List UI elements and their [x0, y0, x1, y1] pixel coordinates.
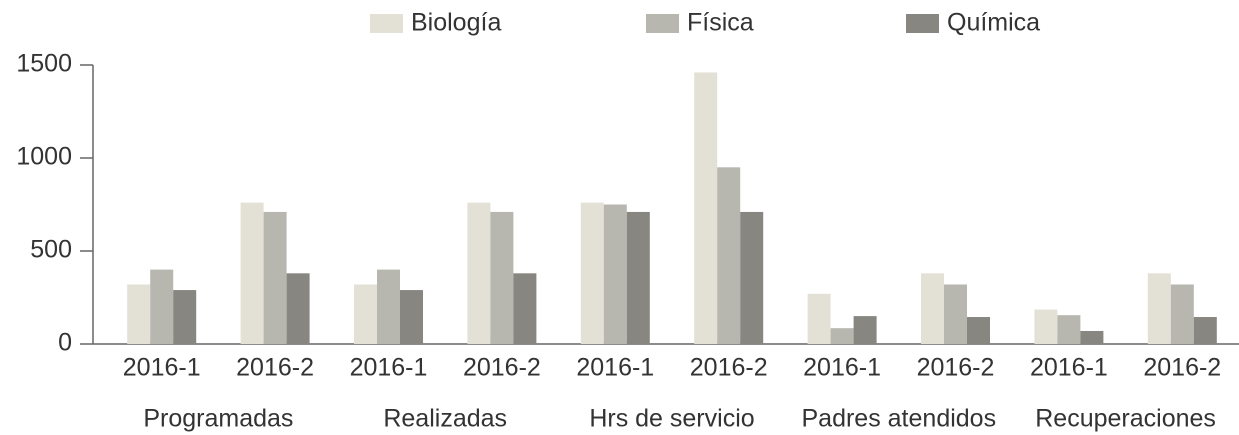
bar: [807, 293, 831, 344]
x-tick-label: 2016-2: [236, 354, 314, 382]
bar: [580, 202, 604, 344]
bar: [853, 316, 877, 344]
bar: [467, 202, 491, 344]
bar: [740, 211, 764, 344]
y-tick-label: 500: [30, 236, 72, 264]
bar: [967, 317, 990, 344]
bar: [150, 269, 174, 344]
bar: [1147, 273, 1171, 344]
x-tick-label: 2016-1: [350, 354, 428, 382]
bar: [354, 284, 377, 344]
bar: [127, 284, 151, 344]
bar: [286, 273, 310, 344]
bar: [377, 269, 400, 344]
legend-label: Química: [947, 9, 1040, 37]
legend-label: Biología: [411, 9, 501, 37]
x-tick-label: 2016-2: [463, 354, 541, 382]
group-label: Programadas: [143, 405, 293, 433]
x-tick-label: 2016-1: [1030, 354, 1108, 382]
bar: [1057, 315, 1081, 344]
bar: [717, 167, 741, 344]
bar: [830, 328, 854, 344]
legend-swatch: [906, 14, 939, 33]
bar: [626, 211, 650, 344]
bar: [1170, 284, 1194, 344]
x-tick-label: 2016-2: [690, 354, 768, 382]
bar: [921, 273, 944, 344]
bar: [1193, 317, 1217, 344]
x-tick-label: 2016-1: [123, 354, 201, 382]
y-tick-label: 0: [58, 329, 72, 357]
bar: [944, 284, 967, 344]
legend-swatch: [370, 14, 403, 33]
bar: [694, 72, 718, 344]
y-tick-label: 1000: [16, 143, 72, 171]
bar: [263, 211, 287, 344]
legend-label: Física: [687, 9, 754, 37]
bar: [490, 211, 514, 344]
group-label: Padres atendidos: [802, 405, 997, 433]
bar: [173, 290, 197, 344]
y-tick-label: 1500: [16, 50, 72, 78]
x-tick-label: 2016-1: [803, 354, 881, 382]
x-tick-label: 2016-2: [917, 354, 995, 382]
x-tick-label: 2016-1: [576, 354, 654, 382]
group-label: Recuperaciones: [1035, 405, 1216, 433]
bar: [240, 202, 264, 344]
bar: [1034, 309, 1058, 344]
x-tick-label: 2016-2: [1143, 354, 1221, 382]
group-label: Realizadas: [383, 405, 507, 433]
group-label: Hrs de servicio: [589, 405, 754, 433]
bar: [400, 290, 423, 344]
bar: [1080, 330, 1104, 344]
legend-swatch: [646, 14, 679, 33]
bar: [513, 273, 537, 344]
bar: [603, 204, 627, 344]
